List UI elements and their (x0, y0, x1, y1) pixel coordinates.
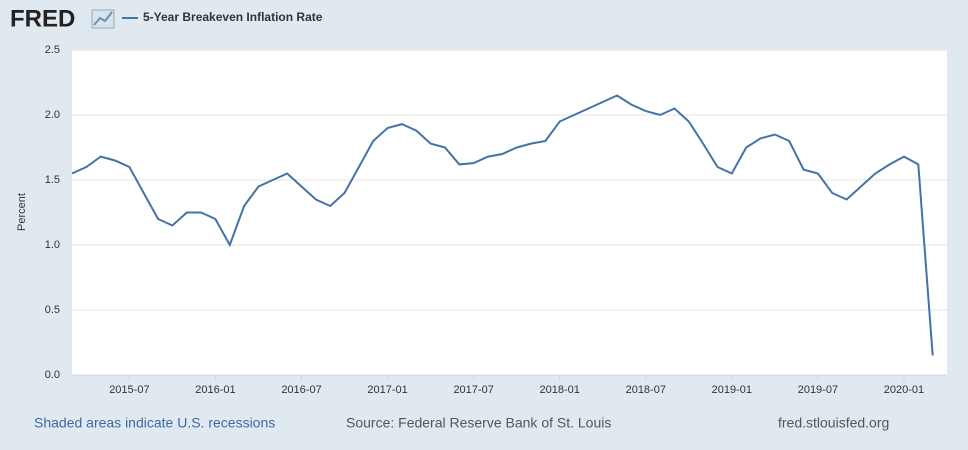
y-axis-label: Percent (16, 193, 28, 231)
y-tick-label: 1.0 (45, 239, 60, 251)
footer-url: fred.stlouisfed.org (778, 415, 889, 431)
x-tick-label: 2017-07 (453, 384, 493, 396)
y-tick-label: 2.5 (45, 44, 60, 56)
legend-label: 5-Year Breakeven Inflation Rate (143, 10, 323, 24)
x-tick-label: 2017-01 (367, 384, 407, 396)
plot-area (72, 50, 947, 375)
x-tick-label: 2019-01 (712, 384, 752, 396)
logo-icon (91, 9, 115, 29)
y-tick-label: 1.5 (45, 174, 60, 186)
footer-recessions[interactable]: Shaded areas indicate U.S. recessions (34, 415, 275, 431)
series-line (71, 94, 934, 356)
y-tick-label: 0.5 (45, 304, 60, 316)
x-tick-label: 2015-07 (109, 384, 149, 396)
logo: FRED (10, 5, 75, 32)
x-tick-label: 2016-07 (281, 384, 321, 396)
y-tick-label: 0.0 (45, 369, 60, 381)
footer-source: Source: Federal Reserve Bank of St. Loui… (346, 415, 611, 431)
x-tick-label: 2018-01 (540, 384, 580, 396)
y-tick-label: 2.0 (45, 109, 60, 121)
x-tick-label: 2019-07 (798, 384, 838, 396)
x-tick-label: 2020-01 (884, 384, 924, 396)
x-tick-label: 2018-07 (626, 384, 666, 396)
x-tick-label: 2016-01 (195, 384, 235, 396)
